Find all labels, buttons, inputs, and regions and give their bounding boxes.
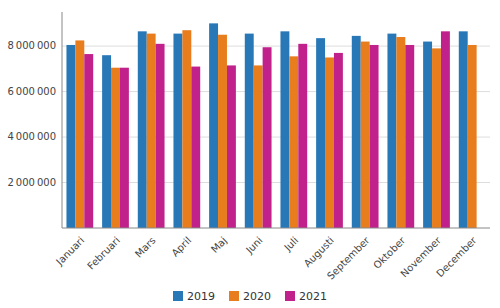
bar: [316, 38, 325, 228]
y-tick-label: 4 000 000: [7, 131, 56, 142]
x-tick-label: Augusti: [302, 235, 336, 269]
legend-item: 2021: [285, 290, 327, 303]
bar: [191, 67, 200, 228]
bar: [396, 37, 405, 228]
y-tick-label: 2 000 000: [7, 177, 56, 188]
bar: [289, 56, 298, 228]
bar: [66, 45, 75, 228]
bar: [182, 30, 191, 228]
legend-swatch: [173, 291, 183, 301]
legend-swatch: [285, 291, 295, 301]
y-tick-labels: 2 000 000 4 000 000 6 000 000 8 000 000: [7, 40, 56, 187]
legend-item: 2019: [173, 290, 215, 303]
x-axis-line: [62, 228, 490, 229]
bar: [227, 65, 236, 228]
legend-label: 2021: [299, 290, 327, 303]
x-tick-label: Oktober: [371, 234, 408, 271]
bar: [423, 42, 432, 228]
x-tick-label: Februari: [85, 235, 122, 272]
x-tick-label: Januari: [53, 235, 86, 268]
x-tick-label: December: [434, 234, 479, 279]
y-tick-label: 6 000 000: [7, 86, 56, 97]
x-tick-label: September: [325, 234, 372, 281]
x-tick-labels: JanuariFebruari Mars April Maj Juni JuliAugus…: [53, 234, 479, 281]
bar: [263, 47, 272, 228]
legend-label: 2019: [187, 290, 215, 303]
x-tick-label: Juli: [281, 235, 300, 254]
x-tick-label: April: [169, 235, 193, 259]
x-tick-label: Juni: [243, 235, 265, 257]
bar: [120, 68, 129, 228]
bar: [254, 65, 263, 228]
bar-series: [75, 30, 476, 228]
bar: [334, 53, 343, 228]
bar: [111, 68, 120, 228]
y-axis-line: [62, 12, 63, 228]
legend-swatch: [229, 291, 239, 301]
chart-container: 2 000 000 4 000 000 6 000 000 8 000 000 Janu…: [0, 0, 500, 308]
bar: [147, 34, 156, 228]
bar: [387, 34, 396, 228]
chart: 2 000 000 4 000 000 6 000 000 8 000 000 Janu…: [0, 0, 500, 308]
bar: [218, 35, 227, 228]
bar: [468, 45, 477, 228]
bar: [298, 44, 307, 228]
bar: [459, 31, 468, 228]
bar: [432, 48, 441, 228]
bar: [156, 44, 165, 228]
bar: [138, 31, 147, 228]
bar: [280, 31, 289, 228]
bar: [325, 57, 334, 228]
bar: [245, 34, 254, 228]
bar-series: [84, 31, 450, 228]
legend-label: 2020: [243, 290, 271, 303]
y-tick-label: 8 000 000: [7, 40, 56, 51]
bar: [405, 45, 414, 228]
legend-item: 2020: [229, 290, 271, 303]
bar: [84, 54, 93, 228]
bar: [361, 42, 370, 228]
x-tick-label: Maj: [209, 235, 229, 255]
bar: [441, 31, 450, 228]
legend: 2019 2020 2021: [173, 290, 327, 303]
bar-series: [66, 23, 467, 228]
x-tick-label: Mars: [133, 235, 158, 260]
bar: [370, 45, 379, 228]
bar: [102, 55, 111, 228]
bar: [209, 23, 218, 228]
bar: [352, 36, 361, 228]
bars: [66, 23, 476, 228]
bar: [75, 40, 84, 228]
bar: [173, 34, 182, 228]
